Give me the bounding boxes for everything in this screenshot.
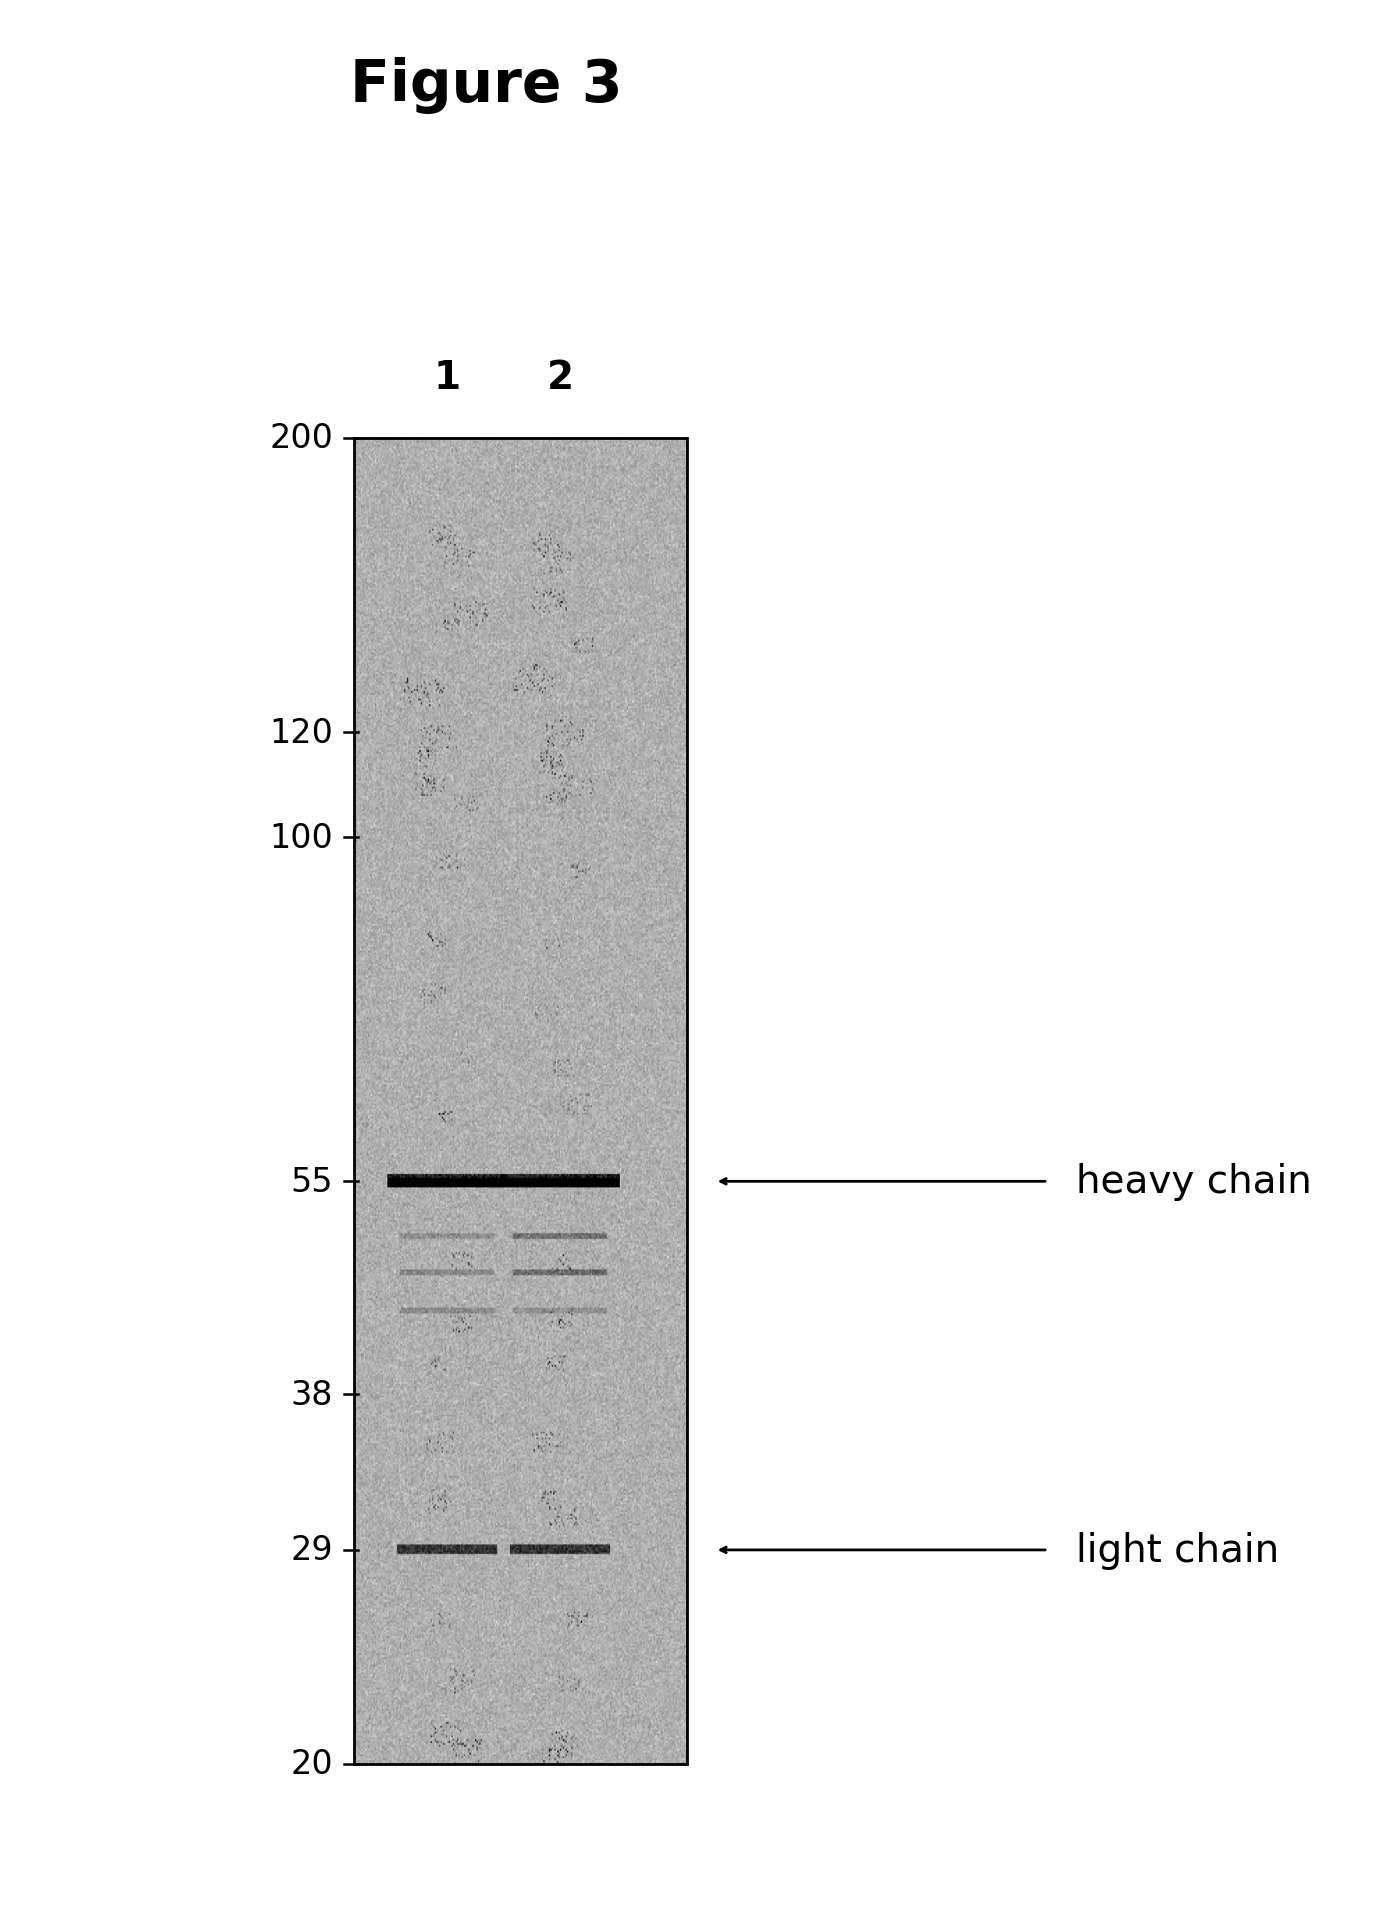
Text: 200: 200 — [269, 421, 333, 456]
Text: 20: 20 — [290, 1747, 333, 1781]
Text: 100: 100 — [269, 822, 333, 854]
Text: 38: 38 — [290, 1379, 333, 1411]
Text: 120: 120 — [269, 717, 333, 749]
Text: heavy chain: heavy chain — [1076, 1163, 1312, 1201]
Bar — [354, 439, 687, 1764]
Text: Figure 3: Figure 3 — [350, 57, 622, 114]
Text: 55: 55 — [290, 1165, 333, 1198]
Text: light chain: light chain — [1076, 1531, 1278, 1569]
Text: 29: 29 — [290, 1533, 333, 1566]
Text: 1: 1 — [433, 359, 461, 397]
Text: 2: 2 — [547, 359, 575, 397]
